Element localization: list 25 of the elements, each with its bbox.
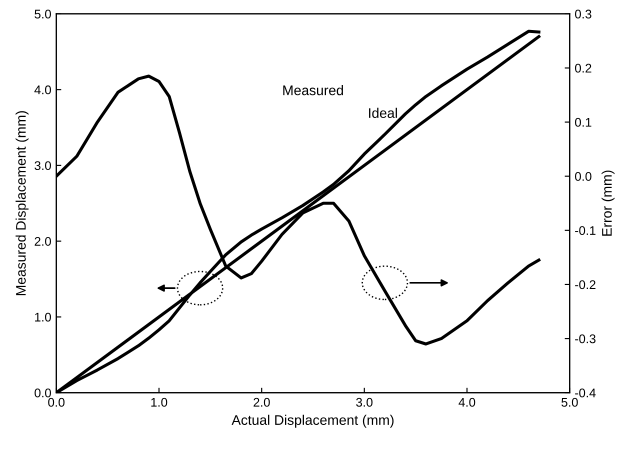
y2-tick-label: 0.0 bbox=[575, 172, 592, 181]
y-tick-label: 1.0 bbox=[35, 312, 51, 322]
y2-tick-label: 0.2 bbox=[575, 64, 592, 73]
y2-tick-label: -0.4 bbox=[575, 388, 596, 398]
annotation: Ideal bbox=[369, 108, 397, 118]
x-tick-label: 0.0 bbox=[48, 398, 65, 407]
y2-tick-label: -0.1 bbox=[575, 226, 596, 235]
annotation: Measured bbox=[283, 85, 343, 96]
y-tick-label: 5.0 bbox=[34, 10, 51, 19]
x-tick-label: 5.0 bbox=[561, 398, 578, 407]
y2-tick-label: 0.3 bbox=[575, 10, 592, 19]
y-axis-title: Measured Displacement (mm) bbox=[16, 111, 29, 296]
y2-tick-label: -0.3 bbox=[575, 334, 596, 344]
x-tick-label: 3.0 bbox=[356, 398, 373, 407]
y-tick-label: 4.0 bbox=[34, 85, 51, 94]
y-tick-label: 2.0 bbox=[34, 236, 51, 246]
x-tick-label: 4.0 bbox=[458, 398, 476, 407]
y-tick-label: 3.0 bbox=[34, 161, 51, 170]
x-tick-label: 2.0 bbox=[254, 398, 270, 407]
y2-tick-label: 0.1 bbox=[575, 118, 592, 127]
y-tick-label: 0.0 bbox=[34, 388, 51, 398]
x-tick-label: 1.0 bbox=[151, 398, 168, 407]
y2-axis-title: Error (mm) bbox=[602, 170, 615, 236]
y2-tick-label: -0.2 bbox=[575, 280, 596, 290]
x-axis-title: Actual Displacement (mm) bbox=[232, 414, 394, 428]
